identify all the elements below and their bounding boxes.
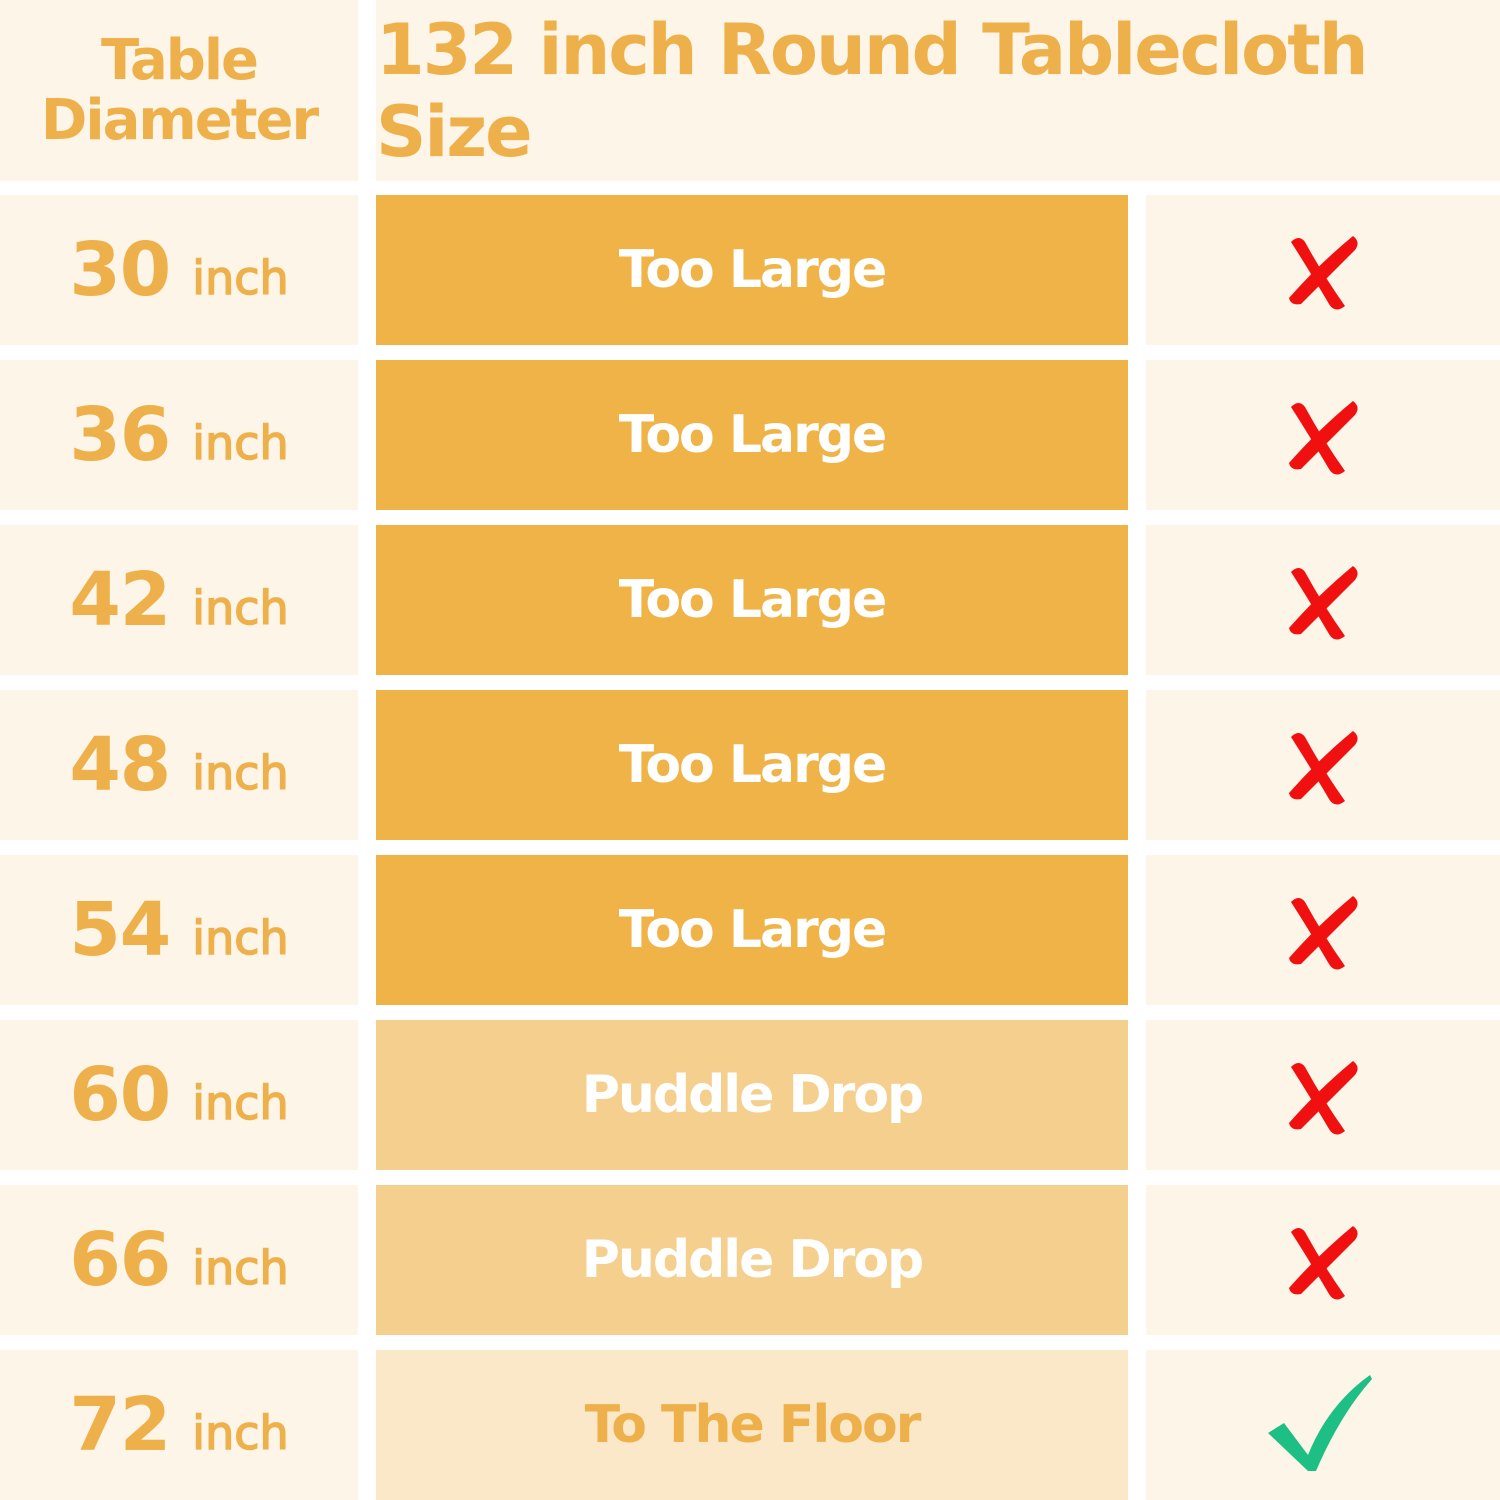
cross-icon — [1289, 566, 1358, 640]
diameter-unit: inch — [192, 250, 290, 306]
diameter-unit: inch — [192, 1240, 290, 1296]
diameter-value: 54 — [69, 887, 171, 973]
table-diameter-cell: 48 inch — [0, 690, 358, 840]
status-label: Too Large — [376, 525, 1128, 675]
diameter-value: 48 — [69, 722, 171, 808]
fit-indicator — [1146, 195, 1500, 345]
fit-indicator — [1146, 1350, 1500, 1500]
table-diameter-cell: 72 inch — [0, 1350, 358, 1500]
diameter-unit: inch — [192, 910, 290, 966]
diameter-unit: inch — [192, 1075, 290, 1131]
table-diameter-cell: 42 inch — [0, 525, 358, 675]
cross-icon — [1289, 236, 1358, 310]
diameter-value: 60 — [69, 1052, 171, 1138]
diameter-value: 66 — [69, 1217, 171, 1303]
status-label: Too Large — [376, 855, 1128, 1005]
header-line-2: Diameter — [40, 87, 319, 153]
page-title: 132 inch Round Tablecloth Size — [376, 0, 1500, 181]
diameter-value: 36 — [69, 392, 171, 478]
cross-icon — [1289, 1061, 1358, 1135]
diameter-value: 30 — [69, 227, 171, 313]
diameter-unit: inch — [192, 415, 290, 471]
fit-indicator — [1146, 855, 1500, 1005]
cross-icon — [1289, 896, 1358, 970]
status-label: Puddle Drop — [376, 1020, 1128, 1170]
diameter-unit: inch — [192, 1405, 290, 1461]
table-diameter-cell: 30 inch — [0, 195, 358, 345]
check-icon — [1268, 1375, 1372, 1471]
cross-icon — [1289, 1226, 1358, 1300]
cross-icon — [1289, 731, 1358, 805]
cross-icon — [1289, 401, 1358, 475]
status-label: Too Large — [376, 195, 1128, 345]
diameter-value: 42 — [69, 557, 171, 643]
fit-indicator — [1146, 525, 1500, 675]
fit-indicator — [1146, 1185, 1500, 1335]
diameter-unit: inch — [192, 745, 290, 801]
fit-indicator — [1146, 1020, 1500, 1170]
status-label: Too Large — [376, 360, 1128, 510]
status-label: Puddle Drop — [376, 1185, 1128, 1335]
status-label: To The Floor — [376, 1350, 1128, 1500]
table-diameter-cell: 66 inch — [0, 1185, 358, 1335]
header-line-1: Table — [100, 27, 259, 93]
fit-indicator — [1146, 690, 1500, 840]
table-diameter-cell: 36 inch — [0, 360, 358, 510]
status-label: Too Large — [376, 690, 1128, 840]
table-diameter-cell: 54 inch — [0, 855, 358, 1005]
diameter-unit: inch — [192, 580, 290, 636]
diameter-value: 72 — [69, 1382, 171, 1468]
fit-indicator — [1146, 360, 1500, 510]
header-table-diameter: Table Diameter — [0, 0, 358, 181]
table-diameter-cell: 60 inch — [0, 1020, 358, 1170]
